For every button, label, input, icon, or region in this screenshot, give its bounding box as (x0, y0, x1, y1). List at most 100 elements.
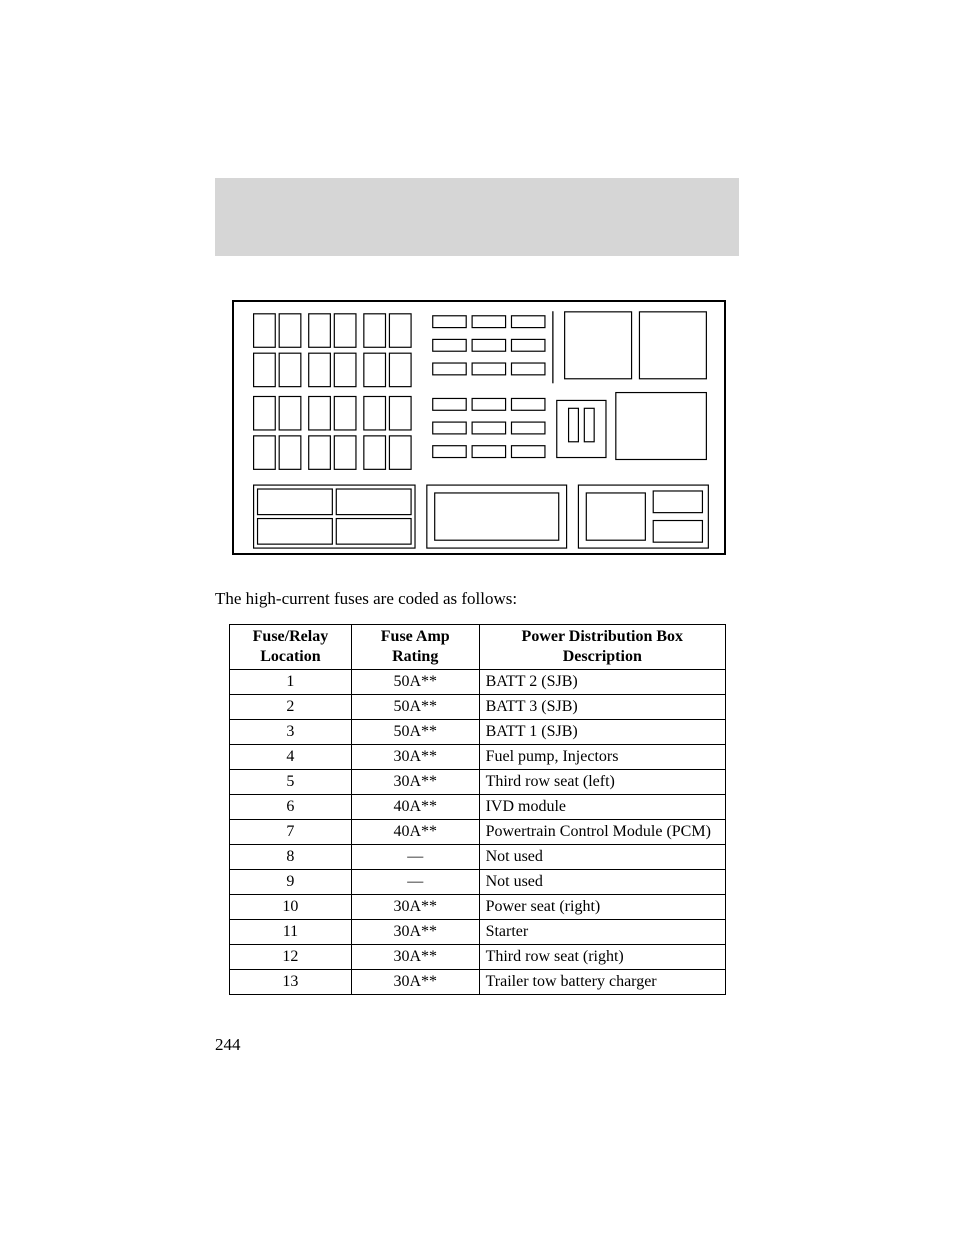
th-desc-l2: Description (563, 648, 642, 665)
cell-desc: Not used (479, 845, 725, 870)
diagram-rect (653, 521, 702, 543)
diagram-rect (472, 422, 505, 434)
diagram-rect (472, 363, 505, 375)
th-amp-l2: Rating (392, 648, 438, 665)
diagram-rect (511, 316, 544, 328)
diagram-rect (364, 353, 386, 386)
cell-location: 4 (230, 745, 352, 770)
diagram-rect (472, 398, 505, 410)
diagram-rect (389, 353, 411, 386)
table-row: 1330A**Trailer tow battery charger (230, 970, 726, 995)
diagram-rect (653, 491, 702, 513)
diagram-rect (254, 396, 276, 429)
diagram-rect (472, 446, 505, 458)
diagram-rect (616, 393, 707, 460)
cell-desc: Starter (479, 920, 725, 945)
cell-desc: BATT 1 (SJB) (479, 720, 725, 745)
table-row: 9—Not used (230, 870, 726, 895)
diagram-rect (279, 314, 301, 347)
diagram-rect (334, 436, 356, 469)
cell-location: 1 (230, 670, 352, 695)
fuse-box-diagram (232, 300, 726, 555)
diagram-rect (309, 436, 331, 469)
table-row: 150A**BATT 2 (SJB) (230, 670, 726, 695)
cell-amp: — (351, 845, 479, 870)
cell-amp: 30A** (351, 920, 479, 945)
diagram-rect (639, 312, 706, 379)
table-row: 250A**BATT 3 (SJB) (230, 695, 726, 720)
cell-location: 7 (230, 820, 352, 845)
cell-amp: 30A** (351, 770, 479, 795)
th-location-l1: Fuse/Relay (253, 628, 329, 645)
diagram-rect (334, 314, 356, 347)
cell-amp: 30A** (351, 945, 479, 970)
cell-location: 5 (230, 770, 352, 795)
cell-desc: Third row seat (right) (479, 945, 725, 970)
cell-amp: 30A** (351, 745, 479, 770)
diagram-rect (472, 316, 505, 328)
diagram-rect (511, 446, 544, 458)
th-location-l2: Location (260, 648, 320, 665)
intro-text: The high-current fuses are coded as foll… (215, 589, 517, 609)
diagram-rect (258, 519, 333, 545)
th-location: Fuse/Relay Location (230, 625, 352, 670)
diagram-rect (472, 339, 505, 351)
diagram-rect (254, 314, 276, 347)
diagram-rect (511, 422, 544, 434)
cell-desc: BATT 3 (SJB) (479, 695, 725, 720)
cell-location: 11 (230, 920, 352, 945)
diagram-rect (279, 353, 301, 386)
diagram-rect (389, 314, 411, 347)
table-row: 430A**Fuel pump, Injectors (230, 745, 726, 770)
diagram-rect (389, 396, 411, 429)
cell-desc: BATT 2 (SJB) (479, 670, 725, 695)
table-row: 740A**Powertrain Control Module (PCM) (230, 820, 726, 845)
diagram-rect (279, 396, 301, 429)
table-row: 640A**IVD module (230, 795, 726, 820)
th-desc-l1: Power Distribution Box (522, 628, 683, 645)
fuse-table: Fuse/Relay Location Fuse Amp Rating Powe… (229, 624, 726, 995)
diagram-rect (254, 436, 276, 469)
diagram-rect (433, 339, 466, 351)
diagram-rect (433, 422, 466, 434)
diagram-rect (435, 493, 559, 540)
header-band (215, 178, 739, 256)
diagram-rect (364, 314, 386, 347)
diagram-rect (586, 493, 645, 540)
diagram-rect (565, 312, 632, 379)
cell-amp: — (351, 870, 479, 895)
diagram-rect (254, 485, 415, 548)
cell-location: 8 (230, 845, 352, 870)
diagram-rect (364, 396, 386, 429)
diagram-rect (334, 396, 356, 429)
diagram-rect (557, 400, 606, 457)
diagram-rect (309, 396, 331, 429)
diagram-rect (309, 314, 331, 347)
cell-location: 6 (230, 795, 352, 820)
diagram-rect (336, 489, 411, 515)
table-row: 1030A**Power seat (right) (230, 895, 726, 920)
th-amp: Fuse Amp Rating (351, 625, 479, 670)
table-row: 350A**BATT 1 (SJB) (230, 720, 726, 745)
diagram-rect (511, 363, 544, 375)
cell-desc: Fuel pump, Injectors (479, 745, 725, 770)
diagram-rect (578, 485, 708, 548)
table-row: 530A**Third row seat (left) (230, 770, 726, 795)
diagram-rect (258, 489, 333, 515)
diagram-rect (511, 339, 544, 351)
table-row: 8—Not used (230, 845, 726, 870)
diagram-rect (364, 436, 386, 469)
th-amp-l1: Fuse Amp (381, 628, 450, 645)
cell-desc: Power seat (right) (479, 895, 725, 920)
cell-location: 2 (230, 695, 352, 720)
diagram-rect (334, 353, 356, 386)
diagram-rect (389, 436, 411, 469)
cell-desc: IVD module (479, 795, 725, 820)
cell-desc: Not used (479, 870, 725, 895)
cell-desc: Third row seat (left) (479, 770, 725, 795)
diagram-rect (336, 519, 411, 545)
diagram-rect (511, 398, 544, 410)
diagram-rect (309, 353, 331, 386)
diagram-rect (584, 408, 594, 441)
cell-location: 12 (230, 945, 352, 970)
